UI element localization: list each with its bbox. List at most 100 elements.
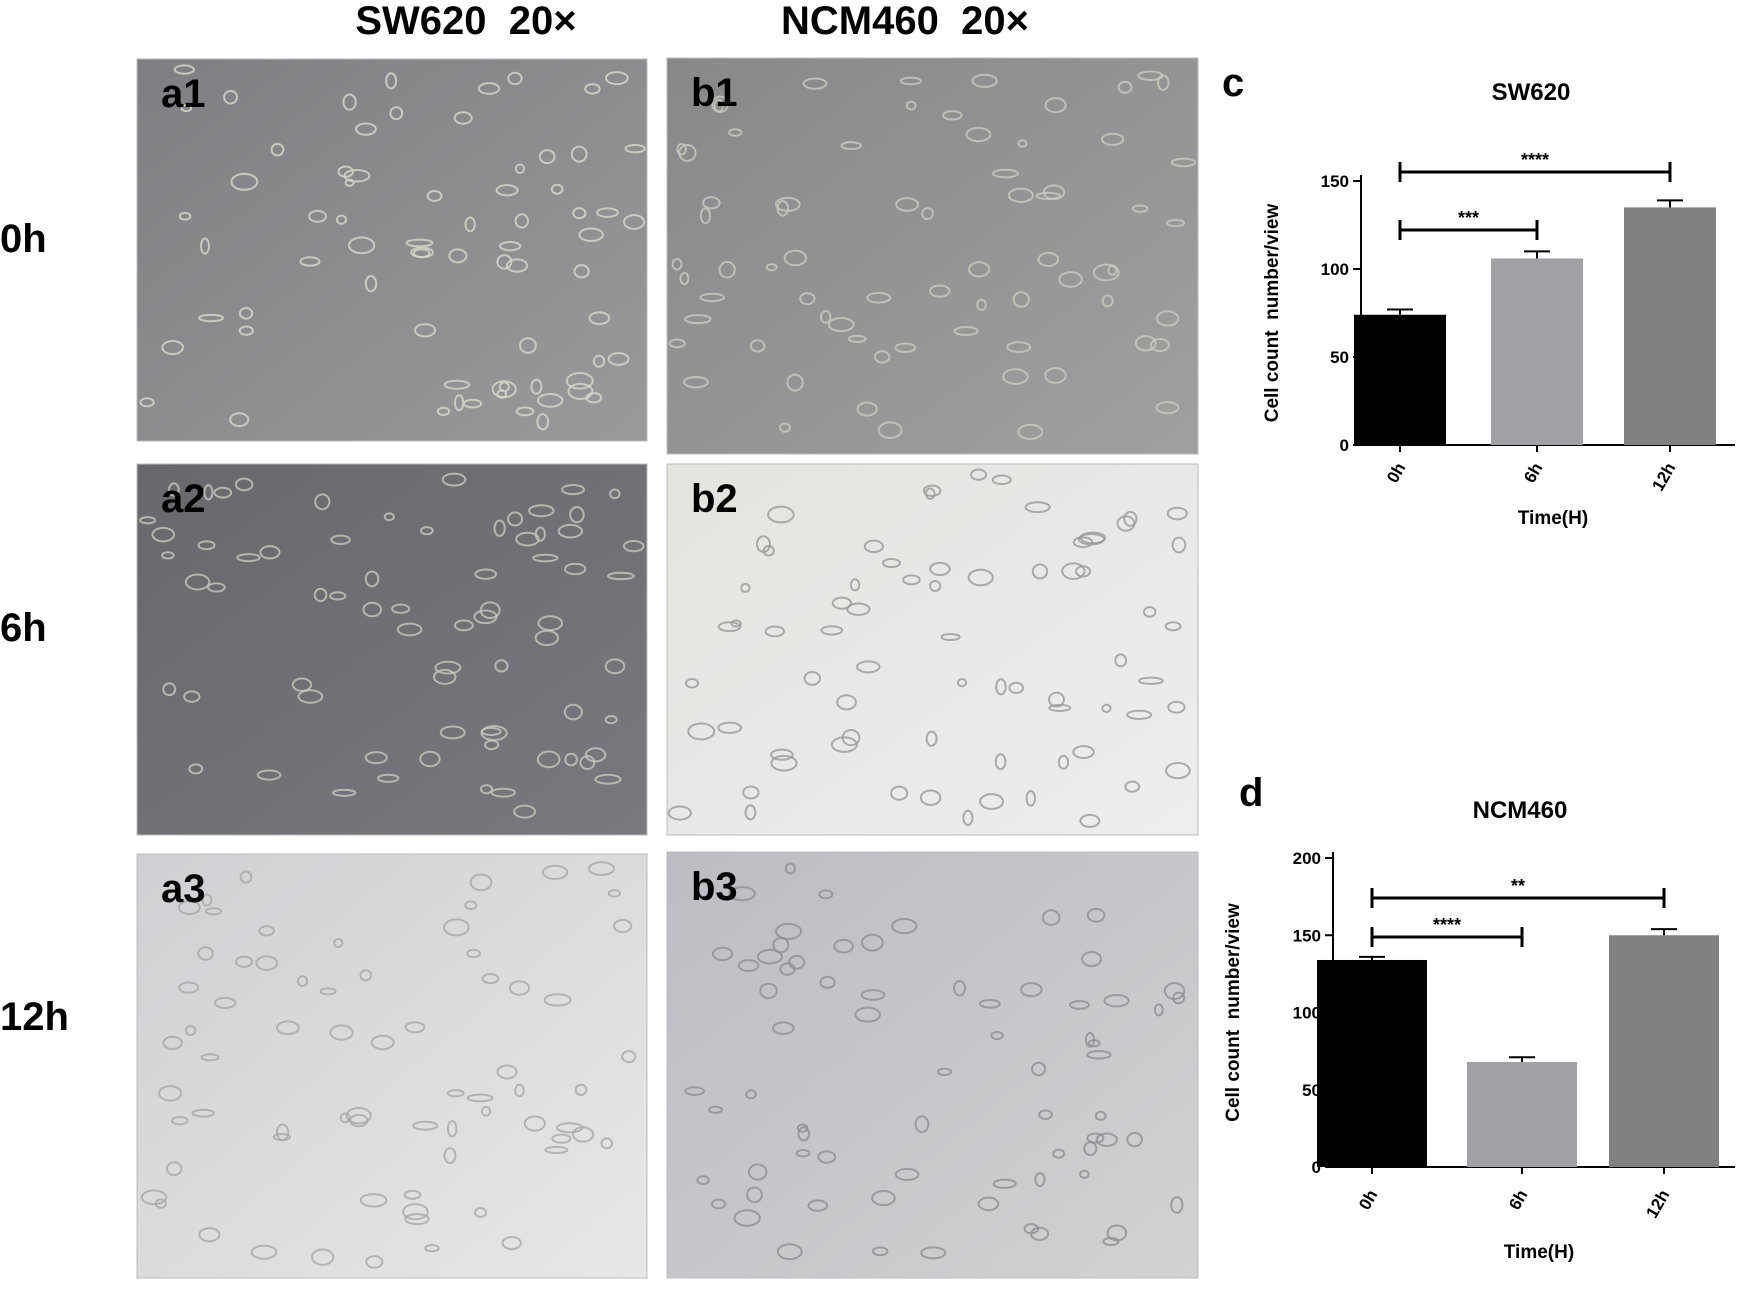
cell [1117, 80, 1133, 94]
cell [953, 979, 967, 997]
cell [477, 82, 501, 95]
bar [1491, 258, 1583, 445]
cell [564, 752, 578, 767]
cell [534, 629, 560, 647]
cell [795, 1148, 811, 1158]
cell [439, 725, 466, 740]
row-label: 6h [0, 606, 47, 650]
row-label: 12h [0, 995, 69, 1039]
cell [902, 574, 921, 586]
cell [755, 535, 771, 553]
cell [667, 805, 692, 821]
cell [607, 352, 630, 366]
cell [1103, 994, 1130, 1008]
cell [877, 421, 903, 439]
cell [940, 632, 961, 642]
cell [929, 561, 951, 577]
cell [528, 504, 555, 518]
cell [1041, 909, 1061, 926]
cell [711, 946, 734, 962]
cell [977, 1196, 1000, 1212]
cell [329, 591, 347, 601]
cell [742, 785, 760, 800]
cell [707, 1105, 723, 1114]
cell [519, 337, 537, 354]
cell [1012, 291, 1030, 308]
y-tick-label: 100 [1321, 260, 1349, 279]
cell [362, 601, 383, 618]
cell [389, 106, 404, 121]
cell [1155, 401, 1180, 415]
cell [1126, 709, 1153, 720]
cell [899, 76, 922, 86]
cell [717, 721, 743, 734]
cell [238, 307, 254, 320]
cell [765, 263, 778, 272]
cell [967, 261, 991, 278]
cell [198, 1227, 221, 1243]
cell [314, 493, 331, 511]
cell [1124, 780, 1141, 793]
cell [596, 207, 619, 218]
cell [443, 918, 470, 937]
cell [339, 1112, 351, 1124]
significance-label: **** [1521, 150, 1549, 170]
cell [1030, 1226, 1050, 1242]
cell [962, 809, 974, 827]
significance-bracket [1370, 927, 1524, 947]
cell [965, 126, 992, 143]
cell [291, 677, 313, 692]
cell [1034, 1171, 1046, 1187]
cell [860, 989, 886, 1001]
cell [561, 484, 585, 496]
cell [871, 1246, 889, 1257]
cell [229, 412, 250, 428]
cell [319, 987, 337, 996]
cell [1163, 982, 1186, 1001]
cell [168, 482, 180, 497]
cell [1114, 653, 1128, 668]
cell [771, 1021, 795, 1035]
cell [405, 238, 434, 248]
cell [161, 339, 184, 356]
cell [699, 292, 726, 303]
cell [924, 487, 936, 500]
cell [1170, 1196, 1184, 1214]
cell [213, 486, 233, 499]
cell [873, 350, 891, 364]
cell [921, 207, 934, 221]
cell [203, 484, 214, 501]
cell [849, 578, 861, 592]
cell [922, 484, 942, 497]
cell [331, 788, 357, 797]
cell [1116, 515, 1136, 532]
cell [162, 682, 177, 697]
cell [348, 236, 376, 255]
cell [668, 338, 686, 349]
cell [184, 1024, 197, 1036]
cell [342, 93, 357, 111]
cell [313, 587, 328, 603]
cell [443, 1147, 457, 1165]
micrograph [666, 851, 1199, 1279]
cell [820, 625, 844, 636]
significance-label: **** [1433, 915, 1461, 935]
cell [391, 603, 411, 614]
cell [1006, 341, 1032, 353]
cell [466, 1093, 494, 1103]
cell [1044, 367, 1067, 384]
panel-label: b3 [691, 865, 738, 909]
bar [1354, 314, 1446, 445]
cell [236, 553, 261, 563]
cell [774, 196, 801, 212]
cell [1092, 263, 1120, 282]
panel-label: b1 [691, 71, 738, 115]
y-axis-label: Cell count number/view [1262, 204, 1283, 423]
cell [866, 292, 892, 304]
cell [979, 998, 1001, 1009]
cell [557, 523, 583, 539]
significance-label: ** [1511, 876, 1525, 896]
cell [710, 1198, 727, 1210]
cell [335, 214, 348, 225]
cell [803, 671, 822, 686]
